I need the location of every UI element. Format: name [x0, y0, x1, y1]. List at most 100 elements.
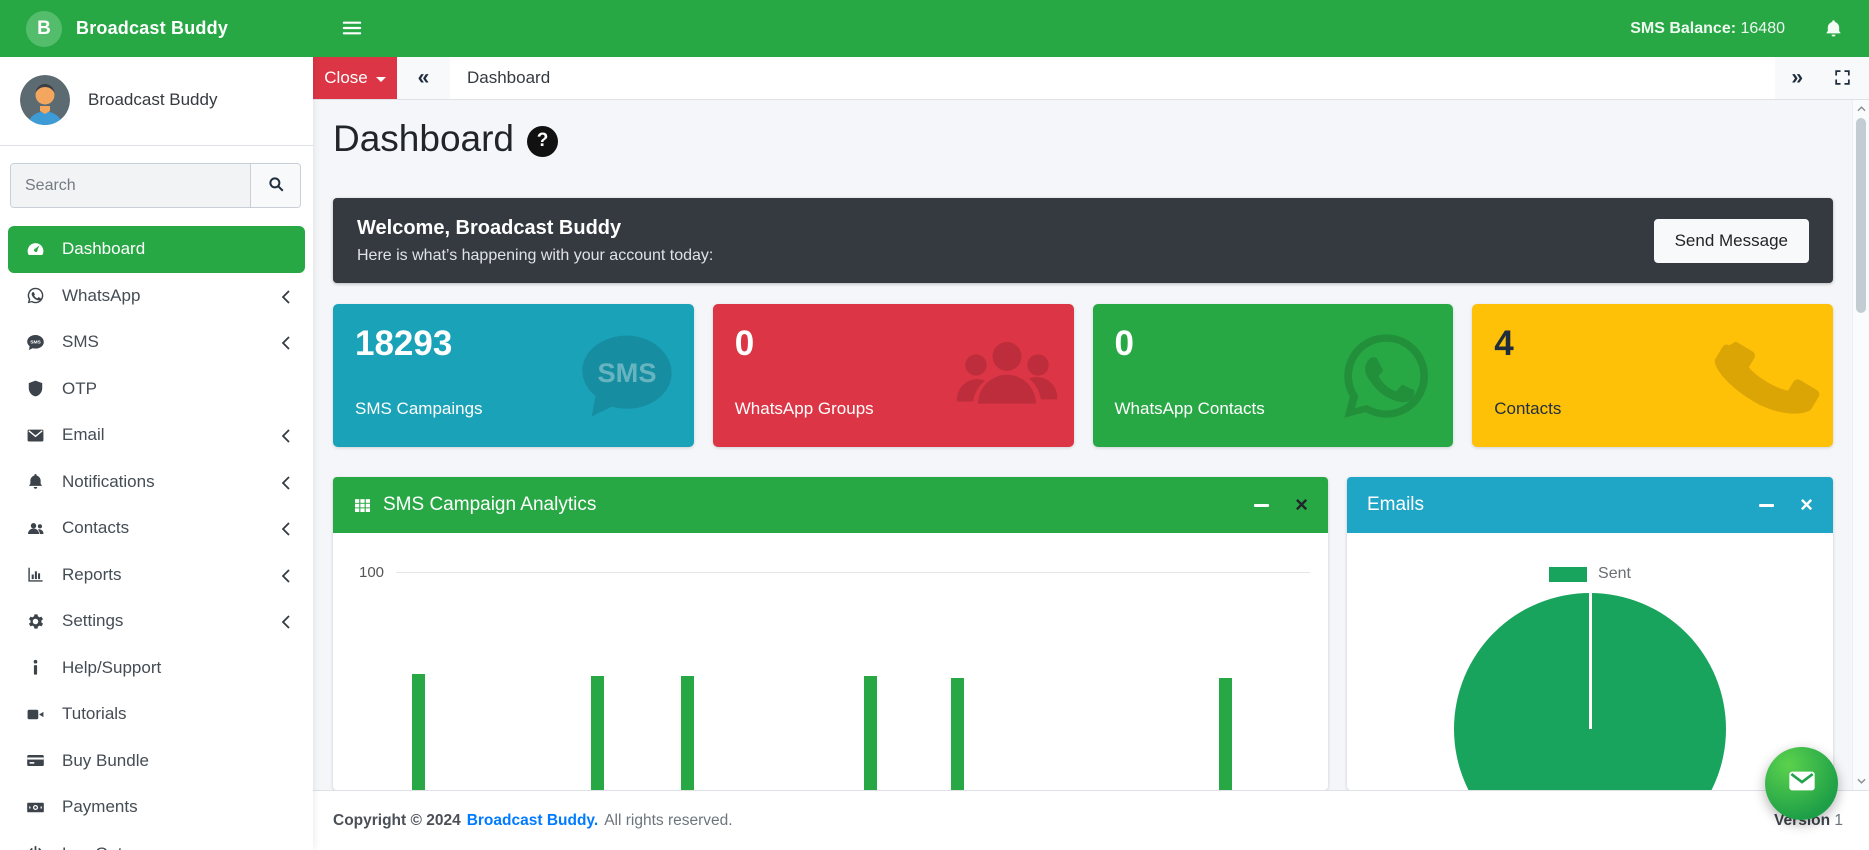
chevron-left-icon — [281, 614, 291, 629]
stat-value: 4 — [1494, 324, 1514, 363]
hamburger-icon[interactable] — [341, 17, 365, 41]
sidebar-item-dashboard[interactable]: Dashboard — [8, 226, 305, 273]
legend-label: Sent — [1598, 565, 1631, 582]
whatsapp-outline-icon — [1335, 325, 1437, 427]
money-icon — [20, 798, 50, 817]
top-navbar: SMS Balance: 16480 — [313, 0, 1869, 57]
chevron-left-icon — [281, 568, 291, 583]
chart-bar-6 — [1219, 678, 1232, 790]
sidebar-item-tutorials[interactable]: Tutorials — [8, 691, 305, 738]
scroll-up-icon[interactable] — [1853, 102, 1869, 116]
info-icon — [20, 658, 50, 677]
video-icon — [20, 705, 50, 724]
chart-bar-5 — [951, 678, 965, 790]
whatsapp-icon — [20, 286, 50, 305]
minimize-icon[interactable] — [1254, 503, 1270, 507]
envelope-icon — [1786, 765, 1818, 802]
footer: Copyright © 2024 Broadcast Buddy. All ri… — [313, 790, 1869, 850]
gridline-100 — [396, 572, 1310, 573]
welcome-subtitle: Here is what’s happening with your accou… — [357, 246, 714, 264]
chevron-left-icon — [281, 521, 291, 536]
chat-launcher-button[interactable] — [1765, 747, 1838, 820]
content-toolbar: Close « Dashboard » — [313, 57, 1869, 100]
rights-text: All rights reserved. — [604, 811, 733, 829]
sidebar-item-email[interactable]: Email — [8, 412, 305, 459]
sidebar-item-notifications[interactable]: Notifications — [8, 459, 305, 506]
stat-label: WhatsApp Contacts — [1114, 399, 1265, 418]
close-tab-button[interactable]: Close — [313, 57, 397, 99]
toolbar-spacer — [550, 57, 1775, 99]
brand-logo-icon: B — [26, 10, 62, 47]
bell-icon[interactable] — [1823, 18, 1845, 40]
power-icon — [20, 844, 50, 850]
sidebar-item-sms[interactable]: SMS SMS — [8, 319, 305, 366]
phone-icon — [1704, 314, 1828, 438]
pie-slice-divider — [1588, 593, 1592, 729]
header-right: SMS Balance: 16480 — [1630, 18, 1845, 40]
vertical-scrollbar[interactable] — [1852, 100, 1869, 790]
stat-card-contacts: 4 Contacts — [1472, 304, 1833, 447]
brand[interactable]: B Broadcast Buddy — [0, 0, 313, 57]
double-right-icon[interactable]: » — [1791, 66, 1803, 89]
sms-balance-label: SMS Balance: — [1630, 19, 1737, 37]
sidebar-item-whatsapp[interactable]: WhatsApp — [8, 273, 305, 320]
brand-name: Broadcast Buddy — [76, 18, 229, 38]
user-panel: Broadcast Buddy — [0, 57, 313, 146]
sidebar-menu: Dashboard WhatsApp SMS SMS OTP Email Notificat… — [0, 218, 313, 850]
chart-bar-icon — [20, 565, 50, 584]
search-button[interactable] — [250, 164, 300, 207]
grid-icon — [353, 496, 372, 515]
stat-card-sms-campaings: 18293 SMS Campaings SMS — [333, 304, 694, 447]
scroll-tabs-left-button[interactable]: « — [397, 57, 450, 99]
y-axis-tick-100: 100 — [359, 564, 385, 581]
sidebar-item-label: SMS — [62, 332, 99, 352]
tab-dashboard[interactable]: Dashboard — [467, 68, 551, 87]
sidebar-item-reports[interactable]: Reports — [8, 552, 305, 599]
sms-icon: SMS — [20, 333, 50, 352]
fullscreen-icon[interactable] — [1833, 68, 1853, 88]
sidebar-item-buy-bundle[interactable]: Buy Bundle — [8, 738, 305, 785]
welcome-text: Welcome, Broadcast Buddy Here is what’s … — [357, 217, 713, 265]
scrollbar-thumb[interactable] — [1856, 118, 1866, 313]
close-icon[interactable]: × — [1800, 492, 1813, 517]
avatar[interactable] — [20, 75, 70, 125]
sidebar-item-label: WhatsApp — [62, 285, 141, 305]
sms-balance-value: 16480 — [1740, 19, 1786, 37]
sidebar-item-label: Buy Bundle — [62, 750, 149, 770]
sidebar-item-help-support[interactable]: Help/Support — [8, 645, 305, 692]
sidebar-item-label: Notifications — [62, 471, 155, 491]
page-head: Dashboard ? — [333, 120, 1833, 158]
send-message-button[interactable]: Send Message — [1653, 218, 1809, 263]
search-input[interactable] — [11, 164, 250, 207]
footer-brand-link[interactable]: Broadcast Buddy. — [466, 811, 599, 829]
scroll-down-icon[interactable] — [1853, 774, 1869, 788]
stat-value: 0 — [734, 324, 755, 363]
stat-label: WhatsApp Groups — [734, 399, 874, 418]
sidebar-item-settings[interactable]: Settings — [8, 598, 305, 645]
sidebar-item-label: Help/Support — [62, 657, 162, 677]
emails-header: Emails × — [1347, 477, 1833, 533]
sidebar-item-log-out[interactable]: Log Out — [8, 831, 305, 850]
sidebar-item-label: Settings — [62, 611, 124, 631]
sidebar-item-contacts[interactable]: Contacts — [8, 505, 305, 552]
stat-value: 0 — [1114, 324, 1134, 363]
sidebar-item-label: Log Out — [62, 844, 123, 850]
sidebar-item-payments[interactable]: Payments — [8, 784, 305, 831]
chart-bar-2 — [591, 676, 605, 790]
stat-value: 18293 — [355, 324, 453, 363]
sms-analytics-panel: SMS Campaign Analytics × 100 — [333, 477, 1328, 790]
minimize-icon[interactable] — [1759, 503, 1775, 507]
legend-swatch — [1549, 566, 1588, 582]
panels-row: SMS Campaign Analytics × 100 Emails — [333, 477, 1833, 790]
help-icon[interactable]: ? — [527, 125, 559, 157]
gear-icon — [20, 612, 50, 631]
users-icon — [20, 519, 50, 538]
close-icon[interactable]: × — [1295, 492, 1308, 517]
sidebar-item-otp[interactable]: OTP — [8, 366, 305, 413]
stat-label: SMS Campaings — [355, 399, 483, 418]
credit-card-icon — [20, 751, 50, 770]
sms-bubble-icon: SMS — [576, 325, 678, 427]
user-name[interactable]: Broadcast Buddy — [88, 90, 218, 109]
sms-analytics-title: SMS Campaign Analytics — [383, 494, 597, 515]
